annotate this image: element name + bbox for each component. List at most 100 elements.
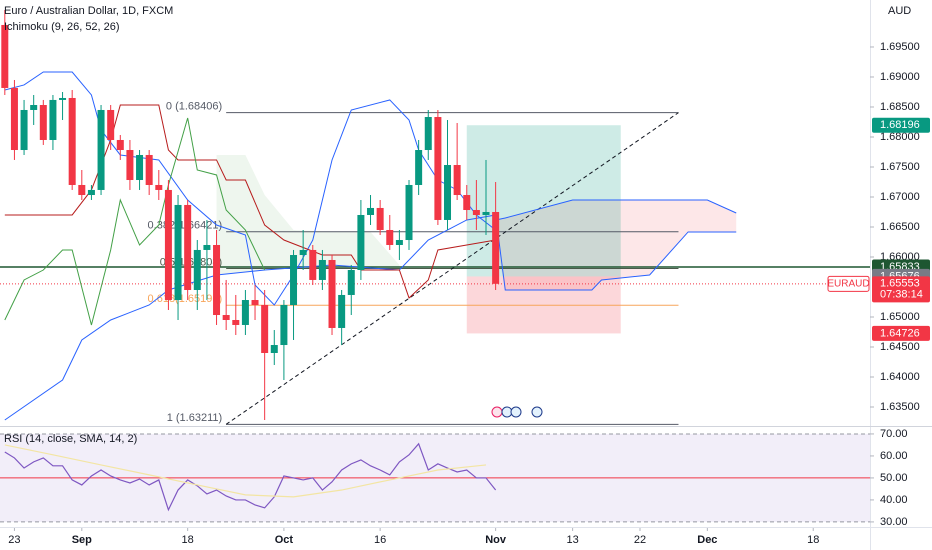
- ichimoku-cloud: [216, 154, 400, 275]
- candle-body: [251, 300, 259, 305]
- event-icon[interactable]: [491, 406, 503, 418]
- candle-body: [241, 300, 249, 325]
- rsi-title: RSI (14, close, SMA, 14, 2): [4, 433, 137, 445]
- candle-body: [193, 249, 201, 290]
- candle-body: [309, 249, 317, 280]
- candle-body: [376, 207, 384, 230]
- candle-body: [87, 189, 95, 196]
- price-box-label: 1.64726: [880, 327, 920, 339]
- countdown-label: 07:38:14: [880, 289, 923, 301]
- candle-body: [213, 244, 221, 316]
- currency-label: AUD: [888, 5, 911, 17]
- y-tick-label: 1.69000: [880, 71, 920, 83]
- price-box-label: 1.65553: [880, 278, 920, 290]
- y-tick-label: 1.65000: [880, 311, 920, 323]
- candle-body: [424, 117, 432, 151]
- event-icon[interactable]: [531, 406, 543, 418]
- candle-body: [116, 139, 124, 151]
- y-tick-label: 1.64500: [880, 341, 920, 353]
- indicator-line: [4, 444, 487, 498]
- candle-body: [444, 165, 452, 220]
- ichimoku-line: [4, 117, 266, 326]
- y-tick-label: 1.67500: [880, 161, 920, 173]
- y-tick-label: 50.00: [880, 472, 908, 484]
- candle-body: [347, 270, 355, 295]
- event-icon[interactable]: [510, 406, 522, 418]
- y-tick-label: 1.67000: [880, 191, 920, 203]
- y-tick-label: 30.00: [880, 516, 908, 528]
- candle-body: [1, 24, 9, 88]
- price-box: [872, 276, 930, 303]
- indicator-title: Ichimoku (9, 26, 52, 26): [4, 21, 120, 33]
- indicator-line: [4, 442, 497, 512]
- candle-body: [59, 97, 67, 100]
- y-tick-label: 70.00: [880, 428, 908, 440]
- fib-label: 0 (1.68406): [166, 101, 222, 113]
- candle-body: [357, 214, 365, 271]
- candle-body: [261, 304, 269, 353]
- y-tick-label: 1.69500: [880, 41, 920, 53]
- candle-body: [39, 105, 47, 140]
- y-tick-label: 1.63500: [880, 401, 920, 413]
- candle-body: [164, 189, 172, 301]
- candle-body: [318, 259, 326, 280]
- candle-body: [328, 259, 336, 328]
- x-tick-label: 16: [374, 534, 386, 546]
- x-tick-label: 13: [566, 534, 578, 546]
- x-tick-label: Oct: [275, 534, 294, 546]
- x-tick-label: 18: [807, 534, 819, 546]
- candle-body: [145, 154, 153, 185]
- candle-body: [107, 109, 115, 140]
- candle-body: [126, 150, 134, 181]
- candle-body: [482, 211, 490, 215]
- candle-body: [405, 184, 413, 241]
- ichimoku-line: [4, 104, 496, 299]
- candle-body: [174, 204, 182, 301]
- candle-body: [78, 184, 86, 196]
- candle-body: [232, 319, 240, 325]
- y-tick-label: 40.00: [880, 494, 908, 506]
- candle-body: [136, 154, 144, 181]
- candle-body: [280, 304, 288, 346]
- fib-label: 1 (1.63211): [167, 412, 222, 424]
- candle-body: [434, 117, 442, 220]
- x-tick-label: Sep: [72, 534, 92, 546]
- candle-body: [415, 150, 423, 185]
- plot-layer: 0 (1.68406)0.382(1.66421)0.5(1.65808)0.6…: [0, 9, 870, 523]
- y-tick-label: 1.68500: [880, 101, 920, 113]
- price-box-label: 1.68196: [880, 119, 920, 131]
- candle-body: [222, 315, 230, 320]
- x-tick-label: Nov: [485, 534, 507, 546]
- candle-body: [155, 184, 163, 190]
- candle-body: [395, 240, 403, 245]
- fib-label: 0.618(1.65196): [148, 293, 223, 305]
- candle-body: [20, 109, 28, 151]
- symbol-label: EURAUD: [827, 278, 869, 289]
- candle-body: [386, 229, 394, 245]
- y-tick-label: 1.68000: [880, 131, 920, 143]
- candle-body: [290, 255, 298, 305]
- candle-body: [68, 97, 76, 185]
- candle-body: [338, 294, 346, 328]
- x-tick-label: Dec: [697, 534, 717, 546]
- candle-body: [367, 207, 375, 215]
- x-tick-label: 18: [182, 534, 194, 546]
- x-tick-label: 22: [634, 534, 646, 546]
- position-profit: [466, 125, 621, 277]
- candle-body: [463, 195, 471, 211]
- price-box: [872, 325, 930, 341]
- y-tick-label: 1.66500: [880, 221, 920, 233]
- chart-title: Euro / Australian Dollar, 1D, FXCM: [4, 5, 173, 17]
- symbol-box: [827, 275, 870, 292]
- trend-line: [225, 112, 679, 425]
- price-box: [872, 117, 930, 133]
- y-tick-label: 60.00: [880, 450, 908, 462]
- candle-body: [184, 204, 192, 290]
- candle-body: [453, 165, 461, 196]
- candle-body: [492, 211, 500, 284]
- ichimoku-line: [495, 199, 737, 221]
- candle-body: [97, 109, 105, 190]
